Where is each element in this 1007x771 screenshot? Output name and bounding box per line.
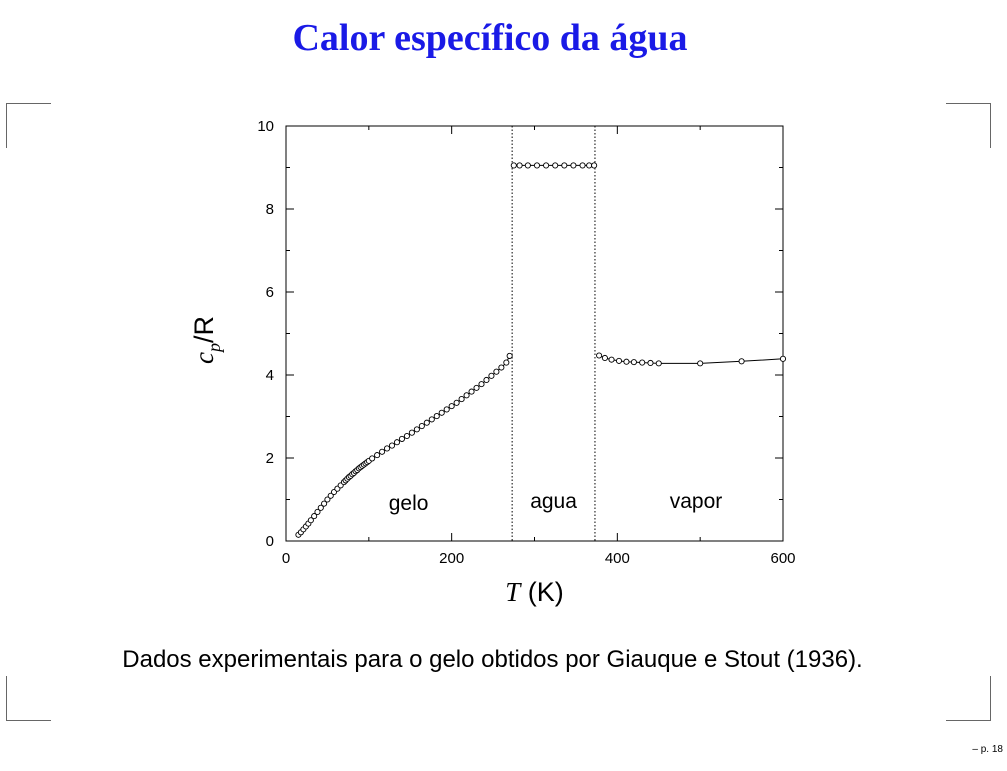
region-label-agua: agua bbox=[530, 490, 577, 513]
data-point bbox=[413, 426, 420, 433]
data-point bbox=[493, 368, 500, 375]
data-point bbox=[615, 357, 623, 364]
y-tick-label: 2 bbox=[266, 450, 274, 467]
data-point bbox=[408, 429, 415, 436]
data-point bbox=[307, 517, 314, 524]
data-point bbox=[488, 372, 495, 379]
y-tick-label: 6 bbox=[266, 284, 274, 301]
data-point bbox=[533, 162, 541, 169]
data-point bbox=[453, 399, 460, 406]
data-point bbox=[388, 442, 396, 449]
data-point bbox=[524, 162, 531, 169]
data-point bbox=[468, 388, 475, 395]
data-point bbox=[438, 409, 445, 416]
y-tick-label: 4 bbox=[266, 367, 274, 384]
page-number: – p. 18 bbox=[972, 744, 1003, 755]
data-point bbox=[579, 162, 586, 169]
corner-mark-top-left bbox=[6, 103, 51, 148]
data-point bbox=[630, 359, 637, 366]
data-point bbox=[403, 432, 410, 440]
data-point bbox=[623, 358, 630, 365]
data-point bbox=[655, 360, 662, 367]
data-point bbox=[552, 162, 559, 169]
data-point bbox=[570, 162, 577, 169]
data-point bbox=[321, 500, 328, 507]
data-point bbox=[483, 376, 490, 384]
data-point bbox=[498, 364, 505, 371]
data-point bbox=[586, 162, 593, 169]
corner-mark-bottom-left bbox=[6, 676, 51, 721]
data-point bbox=[423, 419, 430, 426]
x-tick-label: 200 bbox=[439, 550, 464, 567]
data-point bbox=[463, 392, 470, 399]
data-point bbox=[543, 162, 550, 169]
data-point bbox=[311, 513, 318, 520]
data-point bbox=[596, 352, 603, 359]
data-point bbox=[779, 355, 787, 362]
data-point bbox=[591, 162, 598, 169]
corner-mark-bottom-right bbox=[946, 676, 991, 721]
plot-frame bbox=[285, 125, 784, 542]
data-point bbox=[506, 352, 513, 359]
y-tick-label: 0 bbox=[266, 533, 274, 550]
data-point bbox=[608, 356, 615, 363]
data-point bbox=[561, 162, 568, 169]
data-point bbox=[503, 359, 510, 366]
data-point bbox=[516, 162, 523, 169]
data-point bbox=[324, 496, 331, 503]
data-point bbox=[448, 403, 455, 410]
data-point bbox=[458, 396, 465, 403]
data-point bbox=[317, 504, 324, 511]
x-axis-label: T (K) bbox=[505, 577, 564, 607]
y-tick-label: 10 bbox=[257, 118, 274, 135]
data-point bbox=[369, 455, 376, 462]
data-point bbox=[601, 354, 608, 362]
data-point bbox=[443, 406, 450, 413]
data-point bbox=[379, 448, 386, 455]
y-axis-label: cp/R bbox=[189, 316, 224, 364]
data-point bbox=[738, 358, 745, 365]
data-point bbox=[478, 381, 485, 388]
data-point bbox=[314, 508, 321, 516]
x-tick-label: 400 bbox=[605, 550, 630, 567]
data-point bbox=[639, 359, 646, 366]
data-point bbox=[510, 162, 517, 169]
corner-mark-top-right bbox=[946, 103, 991, 148]
y-tick-label: 8 bbox=[266, 201, 274, 218]
data-point bbox=[384, 445, 391, 452]
x-tick-label: 600 bbox=[770, 550, 795, 567]
x-tick-label: 0 bbox=[282, 550, 290, 567]
slide-title: Calor específico da água bbox=[292, 17, 688, 59]
data-point bbox=[374, 452, 381, 459]
data-point bbox=[393, 439, 401, 446]
data-point bbox=[433, 413, 440, 420]
data-point bbox=[473, 384, 480, 391]
data-point bbox=[398, 435, 406, 442]
data-point bbox=[418, 422, 425, 430]
region-label-gelo: gelo bbox=[389, 492, 429, 515]
data-point bbox=[327, 492, 334, 499]
data-point bbox=[428, 416, 435, 423]
slide-caption: Dados experimentais para o gelo obtidos … bbox=[122, 646, 863, 673]
data-point bbox=[697, 360, 704, 367]
region-label-vapor: vapor bbox=[670, 490, 723, 513]
data-point bbox=[647, 359, 654, 367]
